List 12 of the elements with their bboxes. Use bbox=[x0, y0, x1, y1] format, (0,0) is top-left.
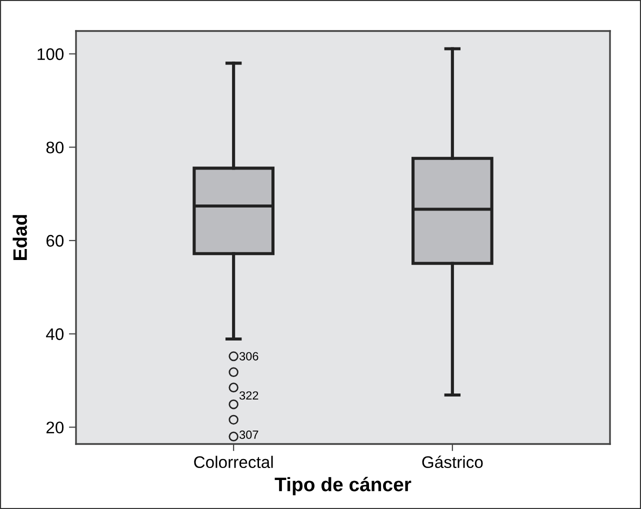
y-tick-label: 20 bbox=[46, 422, 64, 434]
x-tick-label: Gástrico bbox=[422, 456, 483, 468]
x-axis-title: Tipo de cáncer bbox=[274, 476, 412, 496]
y-tick-label: 40 bbox=[46, 328, 64, 340]
y-tick-label: 100 bbox=[38, 48, 64, 60]
annotation: 307 bbox=[239, 430, 258, 439]
annotation: 322 bbox=[239, 391, 258, 400]
x-tick-label: Colorrectal bbox=[194, 456, 273, 468]
y-tick-label: 80 bbox=[46, 142, 64, 154]
annotation: 306 bbox=[239, 352, 258, 360]
y-tick-label: 60 bbox=[46, 234, 64, 247]
y-axis-title: Edad bbox=[12, 215, 27, 260]
